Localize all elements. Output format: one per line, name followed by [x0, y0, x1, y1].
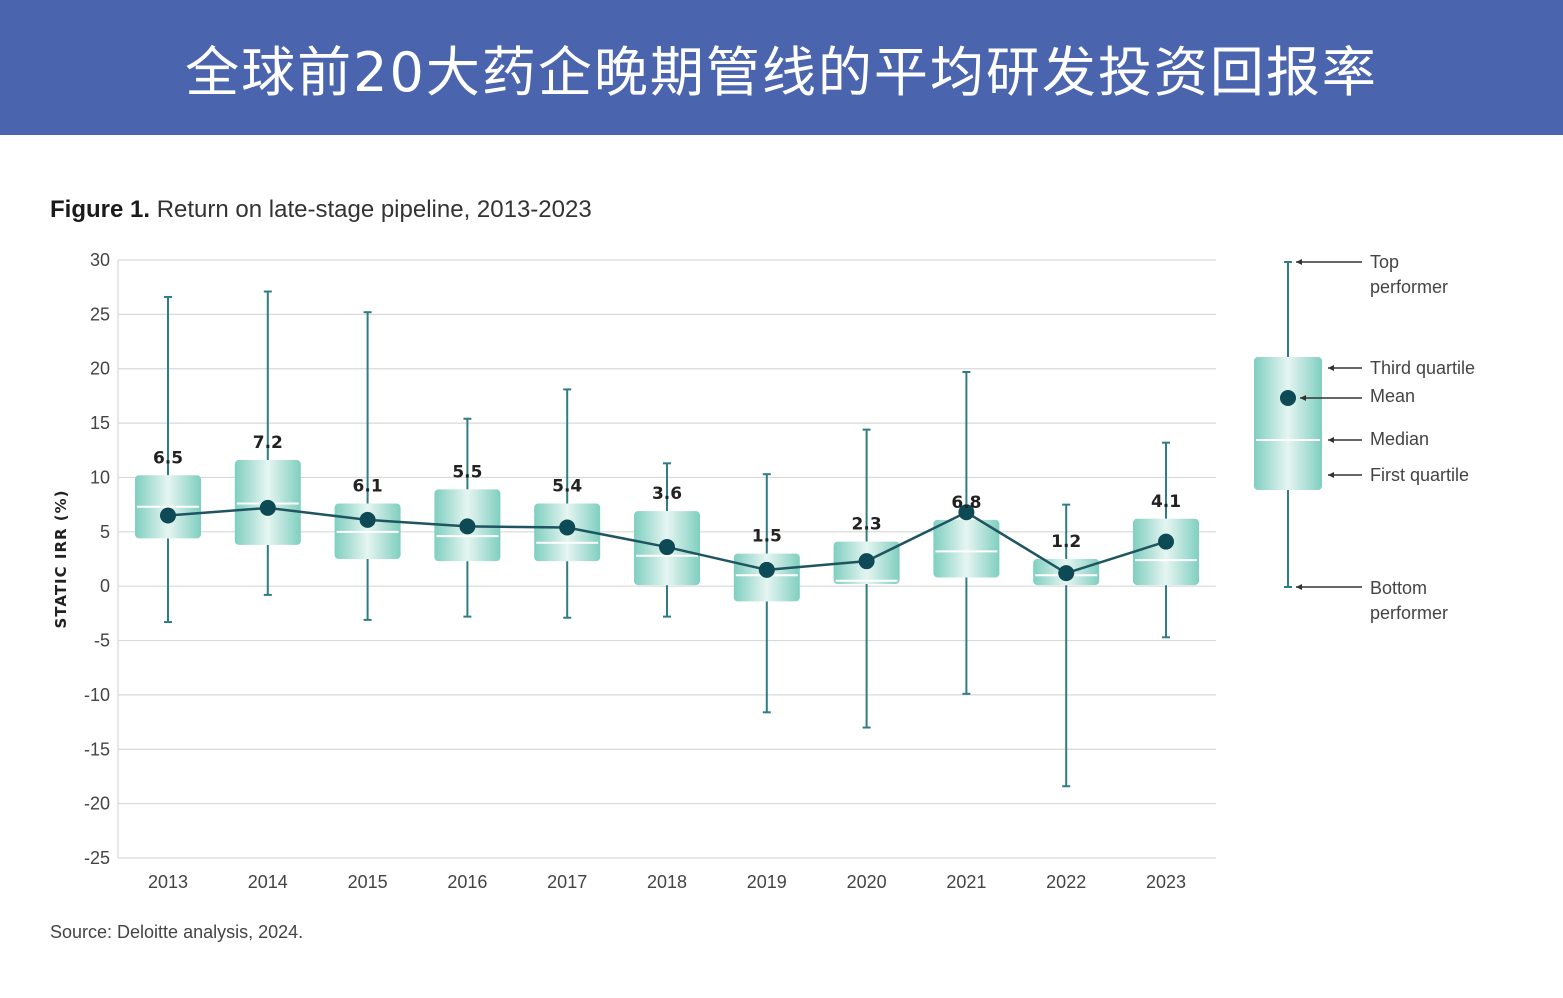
x-tick-label: 2016 [447, 872, 487, 892]
mean-value-label: 5.5 [452, 462, 482, 482]
figure-title-text: Return on late-stage pipeline, 2013-2023 [156, 196, 592, 223]
legend-mean-point [1280, 390, 1296, 406]
legend-q3-label: Third quartile [1370, 358, 1475, 378]
legend-bottom-label-1: Bottom [1370, 578, 1427, 598]
x-tick-label: 2018 [647, 872, 687, 892]
banner-title: 全球前20大药企晚期管线的平均研发投资回报率 [185, 41, 1378, 104]
legend-mean-label: Mean [1370, 386, 1415, 406]
x-tick-label: 2017 [547, 872, 587, 892]
mean-point [359, 511, 376, 528]
legend-box [1254, 357, 1322, 490]
legend-top-label-2: performer [1370, 277, 1448, 297]
mean-value-label: 6.8 [951, 493, 981, 513]
mean-point [1058, 565, 1075, 582]
y-tick-label: 10 [90, 467, 110, 487]
source-note: Source: Deloitte analysis, 2024. [50, 922, 304, 942]
figure-label: Figure 1. [50, 196, 151, 223]
mean-point [160, 507, 176, 524]
legend-median-label: Median [1370, 429, 1429, 449]
legend-q1-pointer-head [1328, 472, 1334, 478]
y-tick-label: -20 [84, 794, 110, 814]
y-tick-label: 30 [90, 250, 110, 270]
legend-q1-label: First quartile [1370, 465, 1469, 485]
x-tick-label: 2022 [1046, 872, 1086, 892]
x-tick-label: 2013 [148, 872, 188, 892]
mean-point [758, 561, 775, 578]
x-tick-label: 2020 [847, 872, 887, 892]
mean-point [259, 499, 276, 516]
mean-value-label: 2.3 [852, 515, 882, 535]
x-tick-label: 2019 [747, 872, 787, 892]
y-tick-label: 20 [90, 359, 110, 379]
mean-value-label: 1.2 [1051, 532, 1081, 552]
mean-point [1158, 533, 1174, 550]
legend-bottom-pointer-head [1296, 584, 1302, 590]
legend-median-pointer-head [1328, 437, 1334, 443]
x-tick-label: 2021 [946, 872, 986, 892]
legend-q3-pointer-head [1328, 365, 1334, 371]
title-banner: 全球前20大药企晚期管线的平均研发投资回报率 [0, 0, 1563, 135]
legend-mean-pointer-head [1300, 395, 1306, 401]
mean-value-label: 4.1 [1151, 492, 1181, 512]
y-tick-label: -5 [94, 631, 110, 651]
y-tick-label: -10 [84, 685, 110, 705]
mean-point [858, 553, 875, 570]
y-tick-label: 0 [100, 576, 110, 596]
y-tick-label: 15 [90, 413, 110, 433]
mean-value-label: 6.5 [153, 448, 183, 468]
mean-point [958, 504, 975, 521]
y-tick-label: 5 [100, 522, 110, 542]
quartile-box [933, 519, 1000, 578]
legend-bottom-label-2: performer [1370, 603, 1448, 623]
mean-value-label: 3.6 [652, 484, 682, 504]
mean-value-label: 1.5 [752, 527, 782, 547]
y-tick-label: -25 [84, 848, 110, 868]
x-tick-label: 2023 [1146, 872, 1186, 892]
y-axis-label: STATIC IRR (%) [52, 489, 70, 628]
quartile-box [1133, 518, 1199, 586]
mean-point [459, 518, 476, 535]
mean-point [659, 539, 675, 556]
y-tick-label: 25 [90, 304, 110, 324]
x-tick-label: 2015 [348, 872, 388, 892]
mean-value-label: 6.1 [353, 477, 383, 497]
y-tick-label: -15 [84, 739, 110, 759]
figure-title: Figure 1. Return on late-stage pipeline,… [50, 196, 592, 224]
legend-top-label-1: Top [1370, 252, 1399, 272]
mean-value-label: 7.2 [253, 433, 283, 453]
mean-value-label: 5.4 [552, 477, 582, 497]
legend-top-pointer-head [1296, 259, 1302, 265]
x-tick-label: 2014 [248, 872, 288, 892]
mean-point [559, 519, 576, 536]
